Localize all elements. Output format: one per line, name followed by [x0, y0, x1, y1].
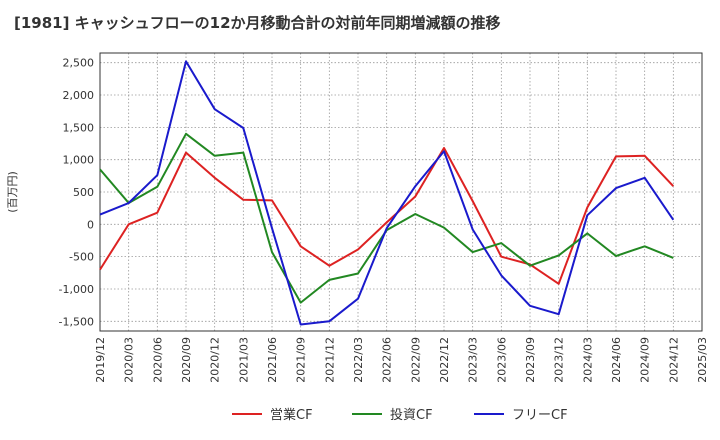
legend-label: 投資CF — [390, 407, 433, 423]
x-tick-label: 2022/12 — [438, 337, 451, 383]
legend-label: フリーCF — [512, 408, 568, 423]
x-tick-label: 2024/09 — [639, 337, 652, 383]
axes: 2,500 2,000 1,500 1,000 500 0 -500 -1,000 -1,500… — [59, 52, 709, 383]
x-tick-label: 2020/03 — [123, 337, 136, 383]
y-tick-label: 1,500 — [63, 121, 95, 134]
x-tick-label: 2021/06 — [266, 337, 279, 383]
series-line — [99, 147, 675, 285]
x-tick-label: 2019/12 — [94, 337, 107, 383]
y-tick-label: -500 — [69, 251, 94, 264]
series-line — [99, 60, 675, 326]
x-tick-label: 2022/03 — [352, 337, 365, 383]
y-tick-label: -1,500 — [59, 315, 94, 328]
legend-label: 営業CF — [270, 407, 313, 423]
series-lines — [99, 60, 675, 326]
x-tick-label: 2024/03 — [581, 337, 594, 383]
x-tick-label: 2024/06 — [610, 337, 623, 383]
y-tick-label: 2,000 — [63, 89, 95, 102]
legend: 営業CF 投資CF フリーCF — [232, 407, 568, 423]
y-tick-label: 0 — [87, 218, 94, 231]
x-tick-label: 2021/03 — [237, 337, 250, 383]
x-tick-label: 2020/09 — [180, 337, 193, 383]
x-tick-label: 2023/09 — [524, 337, 537, 383]
chart-title: [1981] キャッシュフローの12か月移動合計の対前年同期増減額の推移 — [14, 14, 501, 32]
x-tick-label: 2021/12 — [323, 337, 336, 383]
plot-frame — [99, 52, 703, 332]
y-axis-label: (百万円) — [6, 171, 19, 213]
y-tick-label: -1,000 — [59, 283, 94, 296]
x-tick-label: 2021/09 — [295, 337, 308, 383]
y-tick-label: 1,000 — [63, 154, 95, 167]
y-tick-label: 500 — [73, 186, 94, 199]
x-tick-label: 2023/03 — [467, 337, 480, 383]
x-tick-label: 2022/09 — [409, 337, 422, 383]
x-tick-label: 2020/06 — [151, 337, 164, 383]
y-tick-label: 2,500 — [63, 57, 95, 70]
grid — [100, 53, 702, 331]
x-tick-label: 2020/12 — [209, 337, 222, 383]
x-tick-label: 2025/03 — [696, 337, 709, 383]
x-tick-label: 2022/06 — [381, 337, 394, 383]
x-tick-label: 2023/12 — [553, 337, 566, 383]
x-tick-label: 2024/12 — [667, 337, 680, 383]
x-tick-label: 2023/06 — [495, 337, 508, 383]
